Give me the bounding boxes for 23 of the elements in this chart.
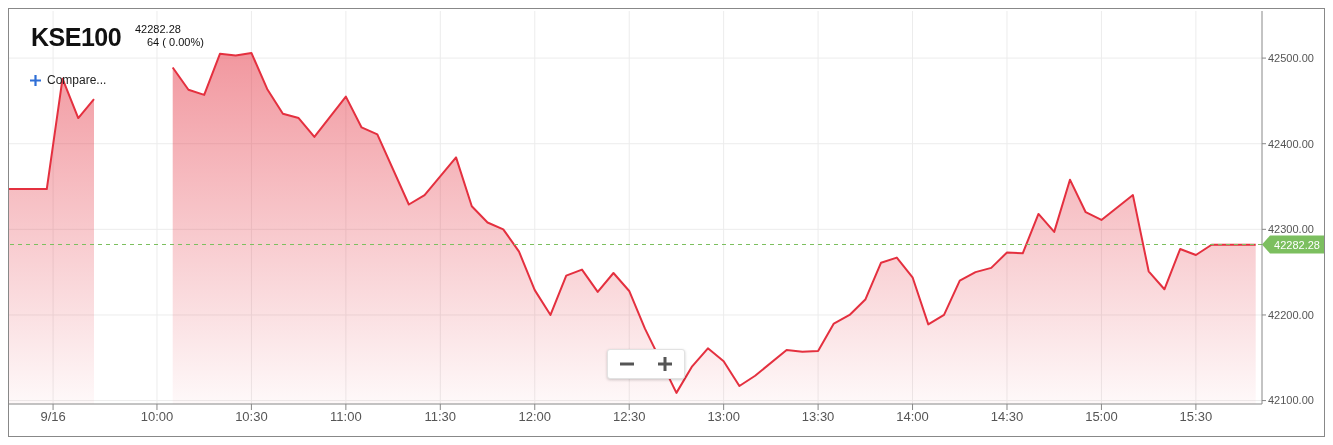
x-tick-label: 11:00 [330, 409, 362, 425]
x-tick-label: 10:00 [140, 409, 174, 425]
x-tick-label: 14:00 [896, 409, 929, 425]
x-tick-label: 11:30 [424, 409, 457, 425]
y-tick-label: 42500.00 [1268, 52, 1314, 64]
x-tick-label: 12:00 [518, 409, 552, 425]
annotation: Compare... [47, 73, 107, 87]
y-tick-label: 42400.00 [1268, 137, 1314, 150]
text: KSE100 [31, 23, 122, 52]
x-tick-label: 12:30 [612, 409, 646, 425]
annotation: 64 ( 0.00%) [146, 36, 204, 49]
annotation: 42282.28 [135, 23, 182, 36]
x-tick-label: 13:00 [707, 409, 740, 425]
y-tick-label: 42200.00 [1268, 308, 1314, 321]
ref-line-label: 42282.28 [1274, 238, 1320, 251]
x-tick-label: 14:30 [990, 409, 1024, 425]
x-tick-label: 9/16 [40, 409, 66, 425]
x-tick-label: 15:30 [1179, 409, 1213, 425]
x-tick-label: 15:00 [1085, 409, 1118, 425]
y-tick-label: 42100.00 [1268, 394, 1314, 407]
x-tick-label: 13:30 [801, 409, 835, 425]
y-tick-label: 42300.00 [1268, 223, 1314, 236]
x-tick-label: 10:30 [235, 409, 268, 425]
